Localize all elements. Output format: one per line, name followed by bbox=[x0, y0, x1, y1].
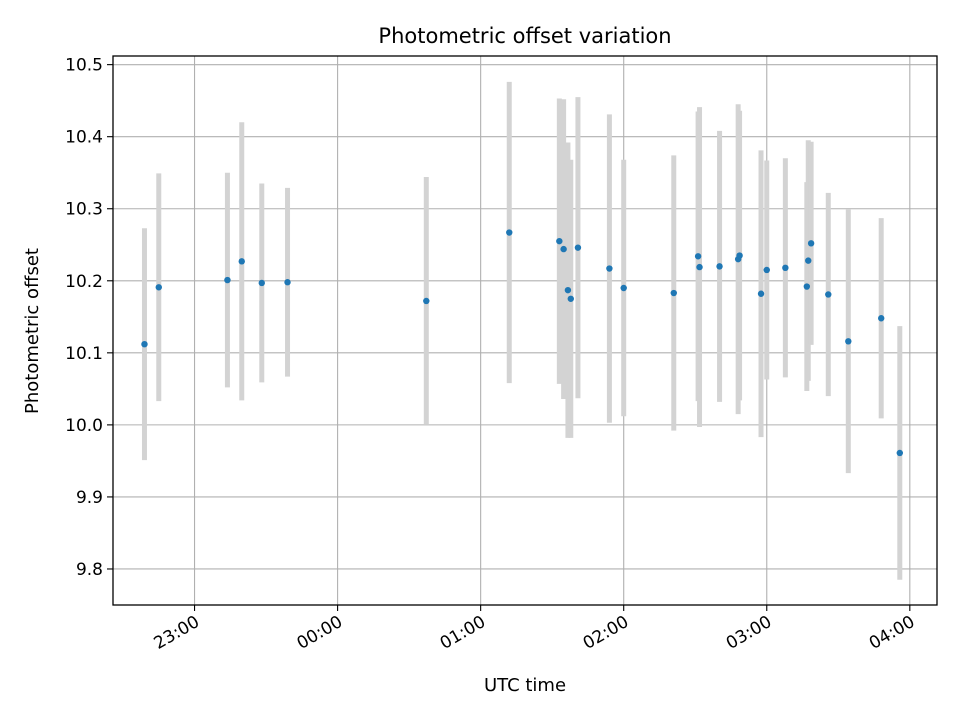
data-point bbox=[506, 229, 513, 236]
y-tick-label: 10.5 bbox=[65, 56, 103, 76]
chart-title: Photometric offset variation bbox=[378, 24, 671, 48]
x-axis-title: UTC time bbox=[484, 675, 566, 696]
data-point bbox=[155, 284, 162, 291]
data-point bbox=[736, 252, 743, 259]
y-tick-label: 10.1 bbox=[65, 344, 103, 364]
y-tick-label: 10.3 bbox=[65, 200, 103, 220]
data-point bbox=[757, 290, 765, 297]
y-axis-title: Photometric offset bbox=[22, 248, 43, 414]
y-tick-label: 10.0 bbox=[65, 416, 103, 436]
plot-area-frame bbox=[112, 55, 938, 606]
data-point bbox=[716, 263, 723, 270]
data-point bbox=[805, 257, 812, 264]
data-point bbox=[825, 291, 832, 298]
data-point bbox=[238, 258, 245, 265]
data-point bbox=[803, 283, 811, 290]
grid bbox=[113, 56, 937, 605]
data-point bbox=[694, 253, 702, 260]
y-tick-label: 10.4 bbox=[65, 128, 103, 148]
y-tick-label: 9.8 bbox=[76, 560, 103, 580]
data-point bbox=[782, 264, 789, 272]
data-point bbox=[284, 279, 291, 286]
data-point bbox=[224, 276, 231, 284]
data-point bbox=[878, 315, 885, 322]
y-tick-label: 9.9 bbox=[76, 488, 103, 508]
data-point bbox=[606, 265, 613, 272]
data-point bbox=[141, 340, 148, 348]
data-points bbox=[141, 229, 904, 457]
data-point bbox=[807, 240, 815, 247]
data-point bbox=[556, 237, 563, 245]
data-point bbox=[670, 289, 677, 297]
data-point bbox=[258, 279, 265, 287]
data-point bbox=[423, 297, 430, 305]
data-point bbox=[620, 284, 627, 292]
data-point bbox=[896, 449, 904, 457]
data-point bbox=[560, 245, 567, 253]
data-point bbox=[574, 244, 582, 251]
data-point bbox=[763, 266, 770, 274]
data-point bbox=[696, 263, 703, 271]
data-point bbox=[564, 286, 572, 294]
y-tick-label: 10.2 bbox=[65, 272, 103, 292]
data-point bbox=[567, 295, 574, 302]
data-point bbox=[845, 338, 852, 345]
y-axis: 9.8 9.9 10.0 10.1 10.2 10.3 10.4 10.5 bbox=[65, 56, 113, 580]
